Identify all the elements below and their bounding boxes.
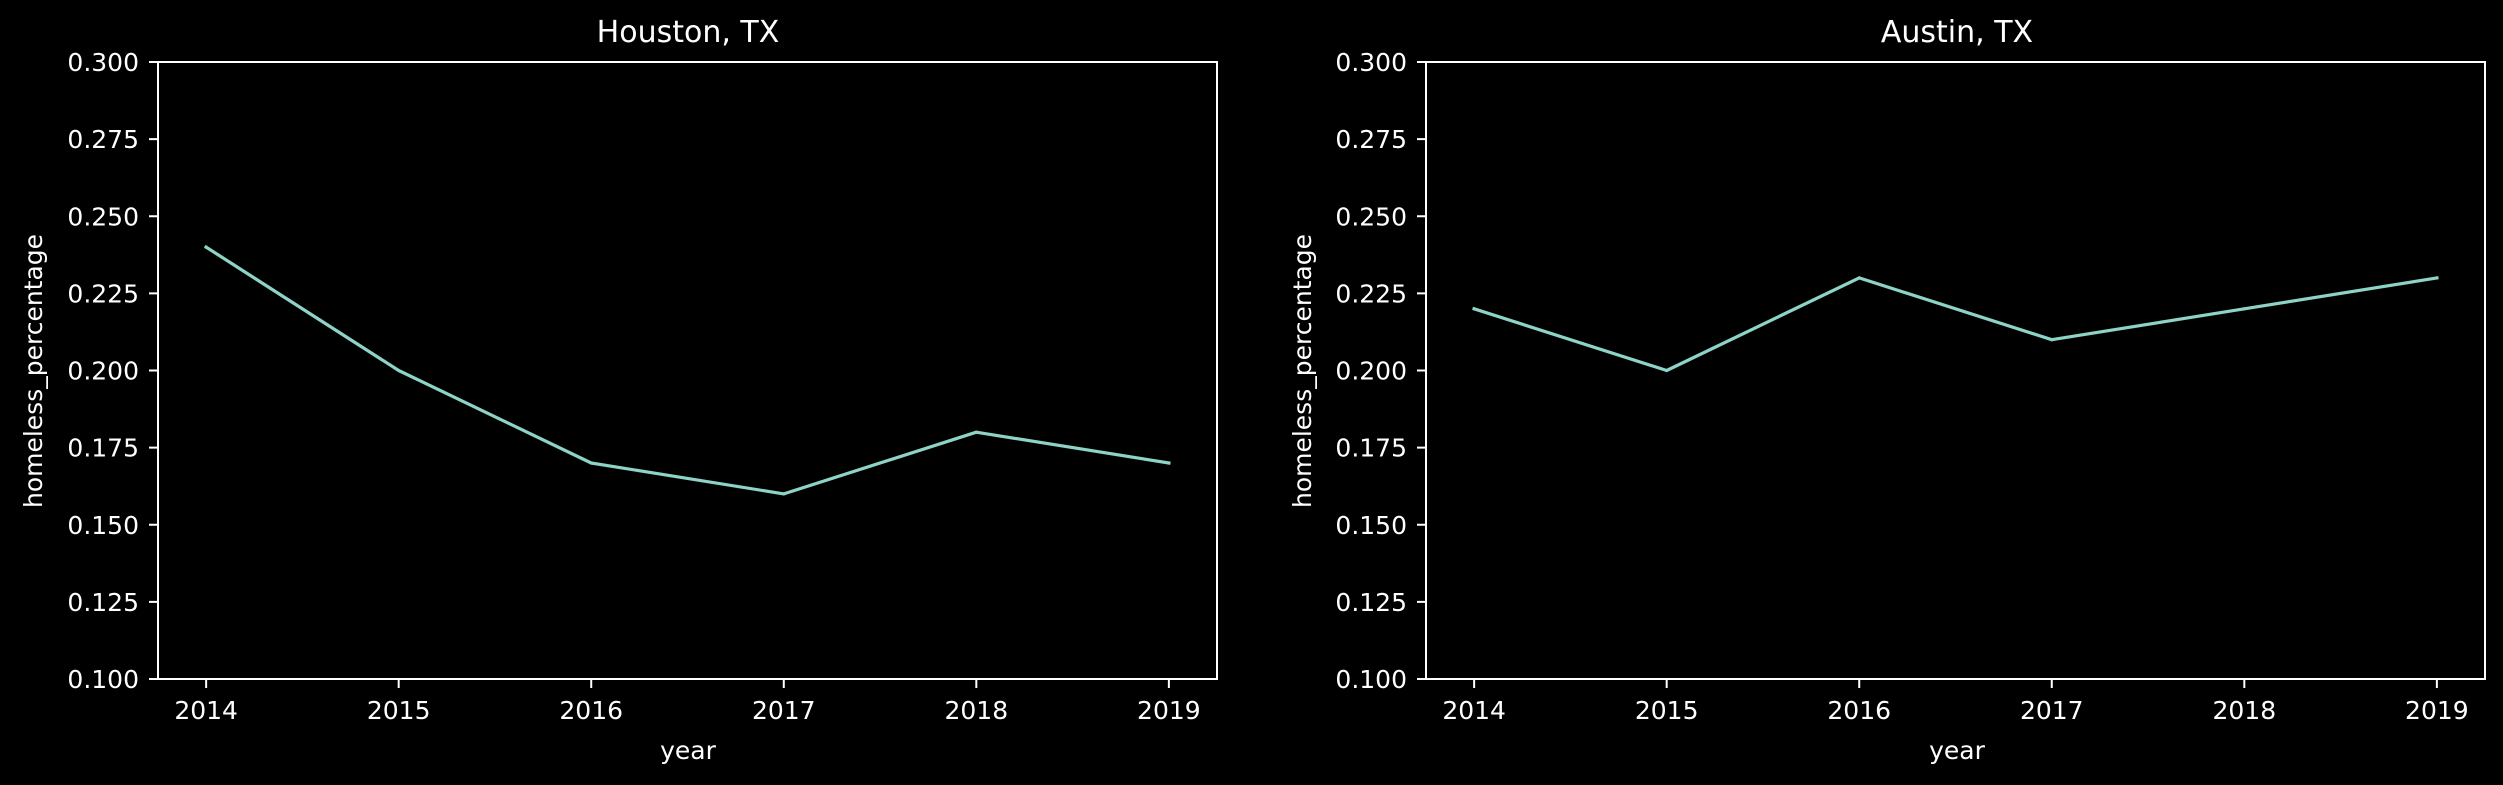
data-line [1472, 276, 2439, 373]
y-axis-label: homeless_percentage [1288, 234, 1317, 508]
x-tick-label: 2018 [945, 696, 1009, 725]
x-tick-label: 2018 [2213, 696, 2277, 725]
x-tick-label: 2019 [1137, 696, 1201, 725]
data-point [782, 492, 786, 496]
data-point [1857, 276, 1861, 280]
y-tick-label: 0.250 [1335, 202, 1407, 231]
y-tick-label: 0.275 [67, 125, 139, 154]
data-line [203, 244, 1171, 496]
x-tick-label: 2019 [2405, 696, 2469, 725]
y-tick-label: 0.275 [1335, 125, 1407, 154]
y-tick-label: 0.225 [67, 279, 139, 308]
y-tick-label: 0.225 [1335, 279, 1407, 308]
x-tick-label: 2016 [559, 696, 623, 725]
y-tick-label: 0.300 [67, 48, 139, 77]
x-axis-label: year [1929, 736, 1985, 765]
y-tick-label: 0.175 [1335, 434, 1407, 463]
subplot-title: Austin, TX [1881, 15, 2033, 50]
data-point [589, 461, 593, 465]
data-point [2435, 276, 2439, 280]
y-tick-label: 0.150 [1335, 511, 1407, 540]
x-tick-label: 2014 [1442, 696, 1506, 725]
x-tick-label: 2015 [1635, 696, 1699, 725]
subplot-austin: Austin, TX year homeless_percentage 2014… [1288, 15, 2486, 765]
y-tick-label: 0.175 [67, 434, 139, 463]
x-tick-label: 2017 [2020, 696, 2084, 725]
data-point [2050, 338, 2054, 342]
x-tick-label: 2015 [367, 696, 431, 725]
y-tick-label: 0.300 [1335, 48, 1407, 77]
data-point [974, 430, 978, 434]
y-tick-label: 0.200 [67, 357, 139, 386]
subplot-houston: Houston, TX year homeless_percentage 201… [19, 15, 1218, 765]
data-point [1167, 461, 1171, 465]
y-tick-label: 0.150 [67, 511, 139, 540]
x-tick-label: 2014 [174, 696, 238, 725]
x-tick-label: 2016 [1827, 696, 1891, 725]
y-tick-label: 0.100 [67, 665, 139, 694]
y-tick-label: 0.125 [1335, 588, 1407, 617]
subplot-title: Houston, TX [597, 15, 780, 50]
data-point [2242, 307, 2246, 311]
y-tick-label: 0.200 [1335, 357, 1407, 386]
x-axis-label: year [660, 736, 716, 765]
x-tick-label: 2017 [752, 696, 816, 725]
y-axis-label: homeless_percentage [19, 234, 48, 508]
data-point [1665, 368, 1669, 373]
data-point [1472, 307, 1476, 311]
y-tick-label: 0.250 [67, 202, 139, 231]
y-tick-label: 0.125 [67, 588, 139, 617]
data-point [204, 245, 208, 249]
y-tick-label: 0.100 [1335, 665, 1407, 694]
data-point [397, 368, 401, 373]
